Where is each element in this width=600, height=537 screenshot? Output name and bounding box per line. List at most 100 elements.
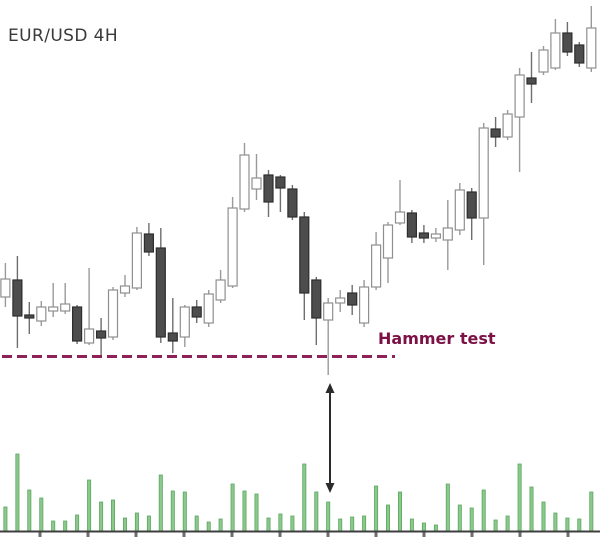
candle-body-bear — [191, 306, 202, 318]
volume-bar — [182, 491, 187, 532]
volume-bar — [517, 463, 522, 532]
candle-body-bear — [24, 314, 35, 319]
candle-body-bear — [347, 292, 358, 306]
candle-body-bear — [406, 212, 417, 238]
volume-bar — [385, 504, 390, 532]
volume-bar — [290, 515, 295, 532]
candle-body-bear — [466, 191, 477, 219]
volume-bar — [254, 493, 259, 532]
candle-body-bull — [454, 189, 465, 231]
volume-bar — [158, 474, 163, 532]
candle-body-bull — [371, 244, 382, 288]
candle-body-bull — [394, 211, 406, 224]
measure-arrow-head-up — [325, 383, 335, 393]
candle-body-bull — [382, 224, 394, 259]
hammer-test-label: Hammer test — [378, 329, 496, 348]
volume-bar — [194, 515, 199, 532]
candle-body-bull — [60, 303, 71, 312]
candle-body-bear — [71, 306, 83, 342]
candle-body-bull — [335, 297, 346, 304]
x-axis-tick — [518, 532, 522, 537]
candle-body-bull — [179, 306, 190, 338]
volume-bar — [553, 512, 558, 532]
volume-bar — [457, 504, 462, 532]
candle-body-bull — [514, 74, 525, 118]
volume-bar — [505, 515, 510, 532]
volume-bar — [39, 497, 44, 532]
candle-body-bull — [478, 127, 489, 219]
candle-body-bear — [263, 174, 274, 203]
volume-bar — [123, 517, 128, 532]
candle-body-bear — [143, 233, 154, 253]
x-axis-tick — [38, 532, 42, 537]
candle-body-bull — [36, 306, 47, 322]
candle-body-bull — [131, 232, 142, 289]
candle-body-bull — [0, 278, 11, 298]
volume-bar — [146, 515, 151, 532]
volume-bar — [433, 524, 438, 532]
volume-bar — [445, 483, 450, 532]
candle-body-bull — [107, 289, 119, 338]
volume-bar — [242, 490, 247, 532]
volume-bar — [350, 516, 355, 532]
candle-body-bear — [311, 279, 322, 319]
candle-body-bear — [275, 176, 286, 189]
volume-bar — [338, 518, 343, 532]
candle-body-bull — [323, 302, 334, 321]
volume-bar — [589, 491, 594, 532]
volume-bar — [51, 520, 56, 532]
candle-body-bull — [502, 113, 513, 138]
candle-body-bear — [155, 247, 166, 338]
x-axis-tick — [422, 532, 426, 537]
candle-body-bull — [203, 293, 214, 324]
candle-body-bull — [48, 306, 59, 312]
volume-bar — [278, 513, 283, 532]
volume-bar — [469, 507, 474, 532]
volume-bar — [134, 512, 139, 532]
x-axis-tick — [134, 532, 138, 537]
volume-bar — [302, 463, 307, 532]
volume-bar — [565, 517, 570, 532]
volume-bar — [15, 453, 20, 532]
x-axis-tick — [278, 532, 282, 537]
volume-bar — [230, 483, 235, 532]
candle-body-bear — [574, 44, 585, 64]
candle-body-bull — [239, 154, 250, 210]
volume-bar — [481, 489, 486, 532]
candle-body-bull — [586, 27, 597, 69]
x-axis-tick — [230, 532, 234, 537]
volume-bar — [87, 479, 92, 532]
candle-body-bull — [215, 279, 226, 301]
volume-bar — [409, 518, 414, 532]
volume-bar — [3, 506, 8, 532]
candle-body-bull — [359, 286, 370, 324]
volume-bar — [27, 489, 32, 532]
candle-body-bull — [119, 285, 131, 294]
x-axis-tick — [86, 532, 90, 537]
volume-bar — [326, 501, 331, 532]
volume-bar — [63, 520, 68, 532]
candles-layer — [0, 6, 597, 375]
x-axis-tick — [326, 532, 330, 537]
volume-bar — [493, 519, 498, 532]
volume-bar — [362, 515, 367, 532]
volume-layer — [3, 453, 594, 532]
volume-bar — [99, 501, 104, 532]
volume-bar — [577, 518, 582, 532]
candle-body-bull — [227, 207, 238, 287]
candle-body-bear — [167, 332, 178, 342]
volume-bar — [421, 522, 426, 532]
volume-bar — [111, 499, 116, 532]
candle-body-bear — [418, 232, 429, 239]
x-axis-layer — [0, 530, 600, 537]
volume-bar — [75, 514, 80, 532]
candle-body-bull — [550, 32, 561, 69]
candle-body-bear — [95, 330, 107, 339]
volume-bar — [314, 491, 319, 532]
chart-title: EUR/USD 4H — [8, 26, 119, 46]
candle-body-bear — [287, 188, 298, 218]
x-axis-tick — [470, 532, 474, 537]
measure-arrow-head-down — [325, 483, 335, 493]
candle-body-bull — [538, 49, 549, 73]
